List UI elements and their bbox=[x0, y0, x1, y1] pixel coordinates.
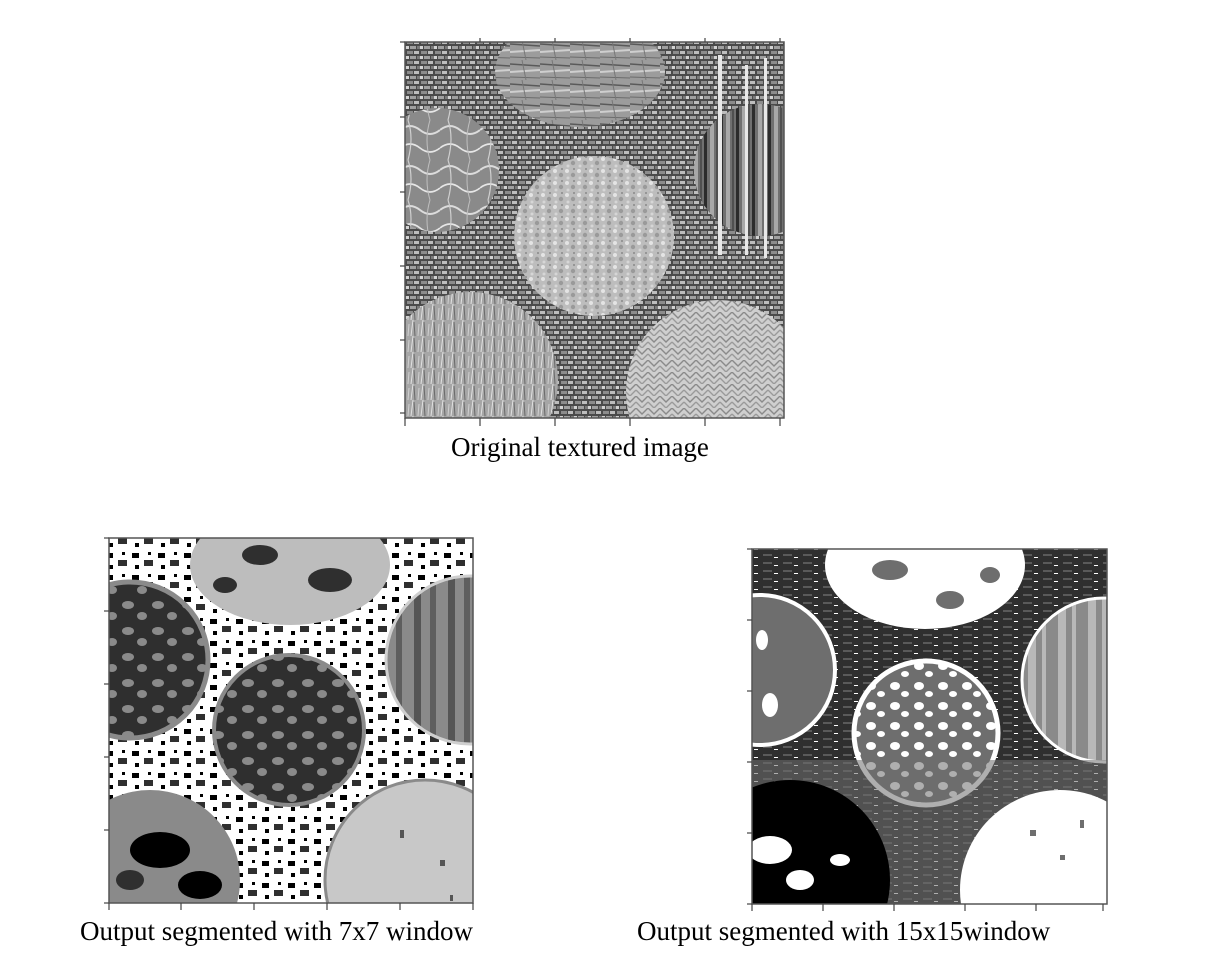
seg7-right-region bbox=[386, 576, 473, 744]
seg15-bottom-right-region bbox=[960, 790, 1107, 904]
wood-texture-region bbox=[694, 104, 784, 236]
segmented-15x15-image bbox=[747, 548, 1108, 911]
water-texture-region bbox=[405, 108, 499, 232]
bark-texture-region bbox=[495, 42, 665, 127]
gravel-texture-region bbox=[514, 156, 674, 316]
original-ticks bbox=[400, 38, 781, 426]
seg15-bottom-left-region bbox=[752, 780, 890, 904]
grass-texture-region bbox=[405, 292, 558, 418]
original-frame bbox=[404, 41, 785, 419]
seg15-frame bbox=[751, 548, 1108, 905]
caption-15x15: Output segmented with 15x15window bbox=[637, 916, 1051, 946]
seg15-ticks bbox=[747, 548, 1104, 911]
original-textured-image bbox=[400, 38, 785, 426]
seg15-right-region bbox=[1022, 598, 1107, 762]
seg7-top-region bbox=[190, 538, 390, 625]
seg7-ticks bbox=[104, 537, 474, 910]
seg7-left-region bbox=[109, 582, 208, 738]
caption-original: Original textured image bbox=[451, 432, 709, 462]
seg7-bottom-right-region bbox=[325, 780, 473, 903]
seg15-top-region bbox=[825, 549, 1025, 629]
weave-texture-region bbox=[626, 300, 784, 418]
seg7-center-region bbox=[214, 655, 364, 805]
caption-7x7: Output segmented with 7x7 window bbox=[80, 916, 473, 946]
segmented-7x7-image bbox=[104, 537, 474, 910]
seg7-frame bbox=[108, 537, 474, 904]
